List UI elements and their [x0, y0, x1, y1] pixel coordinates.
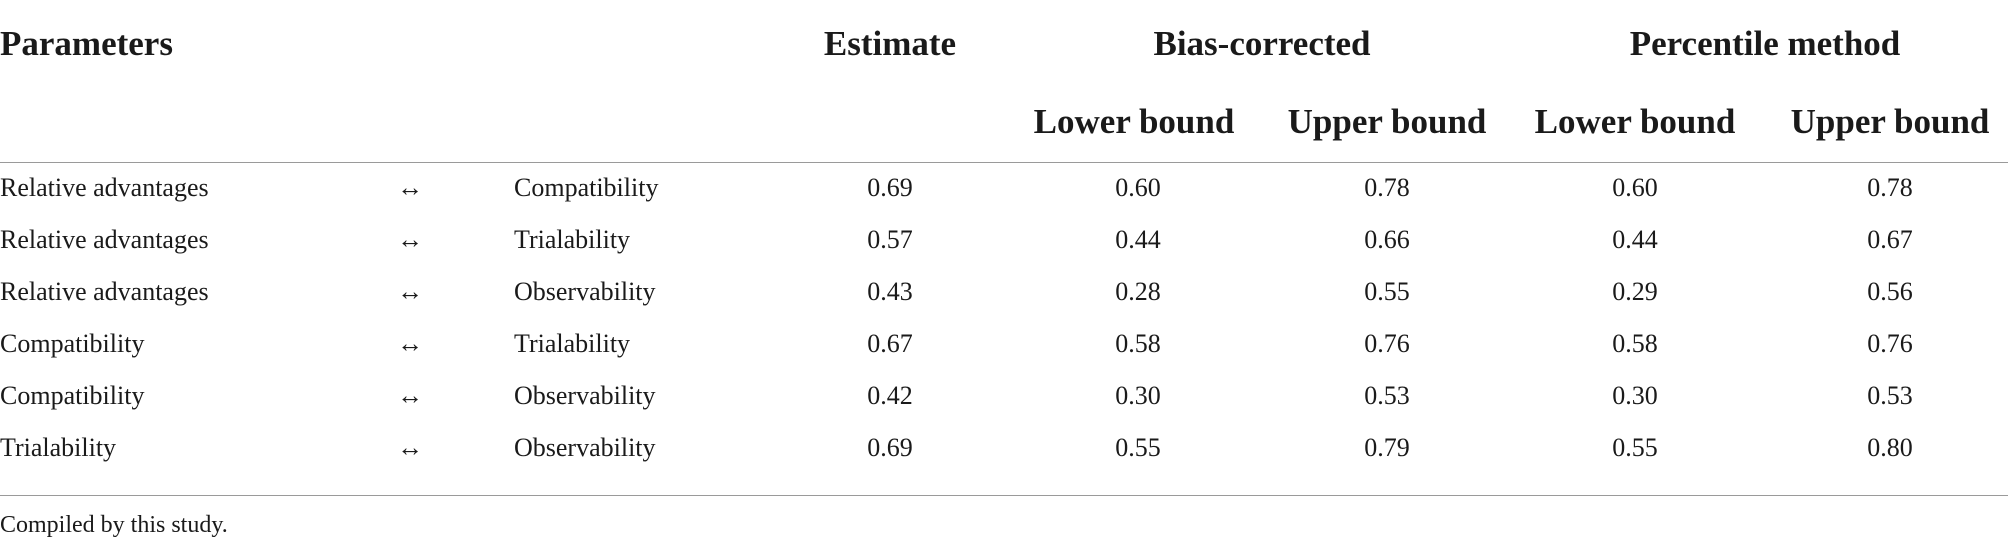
header-estimate: Estimate [823, 24, 957, 63]
row-5-bc-lower: 0.30 [1115, 381, 1161, 410]
row-6-pm-lower: 0.55 [1612, 433, 1658, 462]
bottom-rule [0, 495, 2008, 496]
row-1-bc-upper: 0.78 [1364, 173, 1410, 202]
row-3-param-a: Relative advantages [0, 277, 209, 306]
row-5-pm-upper: 0.53 [1867, 381, 1913, 410]
row-4-param-b: Trialability [514, 329, 631, 358]
row-5-estimate: 0.42 [867, 381, 913, 410]
row-5-param-b: Observability [514, 381, 656, 410]
row-4-relation-arrow: ↔ [397, 329, 423, 358]
row-6-relation-arrow: ↔ [397, 433, 423, 462]
row-1-param-a: Relative advantages [0, 173, 209, 202]
table-footnote: Compiled by this study. [0, 512, 228, 538]
row-6-bc-upper: 0.79 [1364, 433, 1410, 462]
header-bc-upper-bound: Upper bound [1287, 102, 1487, 141]
row-3-pm-upper: 0.56 [1867, 277, 1913, 306]
row-3-bc-upper: 0.55 [1364, 277, 1410, 306]
row-2-param-a: Relative advantages [0, 225, 209, 254]
row-6-param-b: Observability [514, 433, 656, 462]
row-6-param-a: Trialability [0, 433, 117, 462]
header-parameters: Parameters [0, 24, 173, 63]
row-6-pm-upper: 0.80 [1867, 433, 1913, 462]
row-2-relation-arrow: ↔ [397, 225, 423, 254]
row-1-pm-upper: 0.78 [1867, 173, 1913, 202]
row-1-relation-arrow: ↔ [397, 173, 423, 202]
row-3-estimate: 0.43 [867, 277, 913, 306]
header-pm-lower-bound: Lower bound [1534, 102, 1736, 141]
row-5-relation-arrow: ↔ [397, 381, 423, 410]
row-5-bc-upper: 0.53 [1364, 381, 1410, 410]
row-2-pm-lower: 0.44 [1612, 225, 1658, 254]
row-6-estimate: 0.69 [867, 433, 913, 462]
row-4-estimate: 0.67 [867, 329, 913, 358]
row-1-param-b: Compatibility [514, 173, 659, 202]
row-4-bc-lower: 0.58 [1115, 329, 1161, 358]
header-percentile-method: Percentile method [1629, 24, 1901, 63]
row-3-param-b: Observability [514, 277, 656, 306]
row-2-param-b: Trialability [514, 225, 631, 254]
row-4-bc-upper: 0.76 [1364, 329, 1410, 358]
row-2-estimate: 0.57 [867, 225, 913, 254]
row-4-param-a: Compatibility [0, 329, 145, 358]
row-5-param-a: Compatibility [0, 381, 145, 410]
row-6-bc-lower: 0.55 [1115, 433, 1161, 462]
row-4-pm-upper: 0.76 [1867, 329, 1913, 358]
row-1-pm-lower: 0.60 [1612, 173, 1658, 202]
row-2-bc-lower: 0.44 [1115, 225, 1161, 254]
header-pm-upper-bound: Upper bound [1790, 102, 1990, 141]
row-1-estimate: 0.69 [867, 173, 913, 202]
row-1-bc-lower: 0.60 [1115, 173, 1161, 202]
row-2-bc-upper: 0.66 [1364, 225, 1410, 254]
row-4-pm-lower: 0.58 [1612, 329, 1658, 358]
header-rule [0, 162, 2008, 163]
row-5-pm-lower: 0.30 [1612, 381, 1658, 410]
row-2-pm-upper: 0.67 [1867, 225, 1913, 254]
header-bc-lower-bound: Lower bound [1033, 102, 1235, 141]
row-3-pm-lower: 0.29 [1612, 277, 1658, 306]
row-3-bc-lower: 0.28 [1115, 277, 1161, 306]
row-3-relation-arrow: ↔ [397, 277, 423, 306]
header-bias-corrected: Bias-corrected [1153, 24, 1371, 63]
